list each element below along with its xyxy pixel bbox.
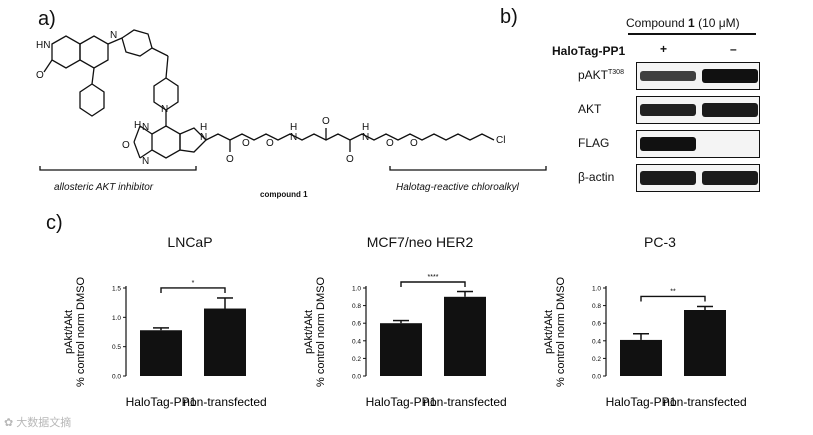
bar-chart-mcf7: pAkt/tAkt% control norm DMSO 0.0 0.2 0.4 0.6… — [303, 274, 507, 409]
atom-o-ether2: O — [266, 138, 274, 149]
blot-strip-2 — [636, 130, 760, 158]
blot-band-1-0 — [640, 103, 696, 117]
y-axis-label-1: % control norm DMSO — [555, 277, 567, 387]
atom-n-amide3: N — [362, 132, 369, 143]
x-tick-label-1: non-transfected — [423, 395, 506, 409]
bar-1 — [444, 296, 486, 376]
atom-cl: Cl — [496, 135, 505, 146]
significance-label: **** — [428, 274, 439, 281]
x-tick-label-0: HaloTag-PP1 — [126, 395, 197, 409]
chemical-structure: HN O N N H N N O H N O O O H N O O H N O… — [36, 29, 547, 171]
y-tick-label-1: 0.5 — [112, 344, 121, 351]
chart-title-mcf7: MCF7/neo HER2 — [366, 234, 474, 250]
lane-mark-2: – — [730, 42, 737, 56]
blot-header: Compound 1 (10 μM) — [626, 16, 740, 30]
panel-label-b: b) — [500, 6, 518, 28]
y-tick-label-3: 1.5 — [112, 286, 121, 293]
significance-label: ** — [670, 288, 676, 295]
atom-o-bim: O — [122, 140, 130, 151]
chart-title-lncap: LNCaP — [167, 234, 213, 250]
y-tick-label-5: 1.0 — [352, 286, 361, 293]
atom-o-ether1: O — [242, 138, 250, 149]
y-tick-label-2: 0.4 — [352, 338, 361, 345]
y-axis-label-1: % control norm DMSO — [315, 277, 327, 387]
y-tick-label-0: 0.0 — [112, 374, 121, 381]
bar-chart-pc3: pAkt/tAkt% control norm DMSO 0.0 0.2 0.4 0.6… — [543, 277, 747, 409]
watermark-text: 大数据文摘 — [16, 417, 72, 429]
atom-n-amide2: N — [290, 132, 297, 143]
significance-bracket — [640, 295, 706, 302]
halotag-reactive-label: Halotag-reactive chloroalkyl — [396, 182, 519, 193]
allosteric-akt-inhibitor-label: allosteric AKT inhibitor — [54, 182, 154, 193]
y-tick-label-0: 0.0 — [592, 374, 601, 381]
x-tick-label-1: non-transfected — [663, 395, 746, 409]
y-tick-label-4: 0.8 — [592, 303, 601, 310]
y-tick-label-3: 0.6 — [592, 321, 601, 328]
atom-n-bim1: N — [142, 122, 149, 133]
atom-o1: O — [36, 70, 44, 81]
y-tick-label-4: 0.8 — [352, 303, 361, 310]
atom-n1: N — [110, 30, 117, 41]
y-tick-label-1: 0.2 — [352, 356, 361, 363]
y-tick-label-2: 1.0 — [112, 315, 121, 322]
bar-1 — [684, 310, 726, 376]
watermark-icon: ✿ — [4, 417, 17, 429]
panel-label-a: a) — [38, 8, 56, 30]
blot-band-3-0 — [640, 171, 696, 185]
panel-label-c: c) — [46, 212, 63, 234]
watermark: ✿ 大数据文摘 — [4, 414, 71, 430]
y-axis-label-1: % control norm DMSO — [75, 277, 87, 387]
blot-row-label: HaloTag-PP1 — [552, 44, 626, 58]
y-tick-label-5: 1.0 — [592, 286, 601, 293]
y-tick-label-1: 0.2 — [592, 356, 601, 363]
bar-0 — [140, 330, 182, 376]
blot-label-sup-0: T308 — [608, 69, 624, 76]
blot-header-bold: 1 — [688, 16, 695, 30]
blot-band-2-0 — [640, 137, 696, 151]
atom-n-bim2: N — [142, 156, 149, 167]
bar-1 — [204, 308, 246, 376]
y-axis-label-0: pAkt/tAkt — [63, 310, 75, 354]
blot-label-0: pAKTT308 — [578, 68, 624, 82]
x-tick-label-0: HaloTag-PP1 — [366, 395, 437, 409]
blot-label-3: β-actin — [578, 170, 615, 184]
atom-hn: HN — [36, 40, 50, 51]
atom-o-ether3: O — [386, 138, 394, 149]
significance-bracket — [400, 281, 466, 287]
y-tick-label-2: 0.4 — [592, 338, 601, 345]
x-tick-label-0: HaloTag-PP1 — [606, 395, 677, 409]
y-axis-label-0: pAkt/tAkt — [303, 310, 315, 354]
atom-n-pip: N — [161, 104, 168, 115]
blot-header-underline — [628, 33, 756, 35]
significance-label: * — [192, 280, 195, 287]
x-tick-label-1: non-transfected — [183, 395, 266, 409]
significance-bracket — [160, 287, 226, 293]
blot-header-prefix: Compound — [626, 16, 689, 30]
atom-h-amide2: H — [290, 122, 297, 133]
y-tick-label-3: 0.6 — [352, 321, 361, 328]
bar-0 — [620, 339, 662, 376]
y-axis-label-0: pAkt/tAkt — [543, 310, 555, 354]
blot-label-2: FLAG — [578, 136, 610, 150]
atom-h-amide3: H — [362, 122, 369, 133]
blot-band-0-0 — [640, 70, 696, 82]
y-tick-label-0: 0.0 — [352, 374, 361, 381]
blot-band-0-1 — [702, 69, 758, 83]
atom-h-amide1: H — [200, 122, 207, 133]
atom-o-succ1: O — [322, 116, 330, 127]
bar-0 — [380, 323, 422, 376]
atom-o-amide1: O — [226, 154, 234, 165]
atom-n-amide1: N — [200, 132, 207, 143]
bar-chart-lncap: pAkt/tAkt% control norm DMSO 0.0 0.5 1.0 1.5… — [63, 277, 267, 409]
atom-o-succ2: O — [346, 154, 354, 165]
blot-label-1: AKT — [578, 102, 602, 116]
blot-band-1-1 — [702, 103, 758, 117]
atom-hn-bim: H — [134, 120, 141, 131]
chart-title-pc3: PC-3 — [644, 234, 676, 250]
lane-mark-1: + — [660, 42, 668, 56]
blot-band-3-1 — [702, 171, 758, 185]
blot-header-suffix: (10 μM) — [694, 16, 740, 30]
compound-label: compound 1 — [260, 190, 308, 199]
atom-o-ether4: O — [410, 138, 418, 149]
